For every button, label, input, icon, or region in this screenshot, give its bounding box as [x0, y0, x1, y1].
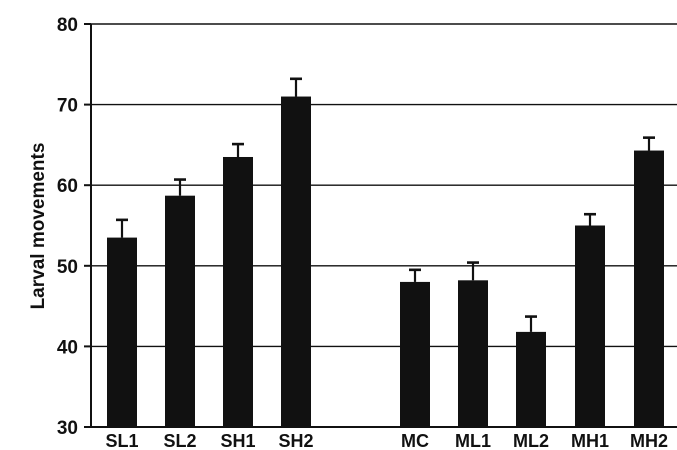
y-tick-label: 30 — [57, 418, 78, 439]
y-axis-label: Larval movements — [28, 143, 49, 310]
bar-mh2 — [634, 150, 664, 428]
bar-sl1 — [107, 237, 137, 427]
bar-mc — [400, 281, 430, 427]
x-tick-label-mh1: MH1 — [571, 431, 609, 450]
x-tick-labels: SL1 SL2 SH1 SH2 MC ML1 ML2 MH1 MH2 — [105, 431, 668, 450]
bar-ml1 — [458, 280, 488, 427]
x-tick-label-ml1: ML1 — [455, 431, 491, 450]
bar-sh1 — [223, 156, 253, 428]
bars — [107, 96, 664, 428]
y-tick-label: 80 — [57, 15, 78, 36]
error-bars — [116, 77, 655, 332]
bar-mh1 — [575, 225, 605, 427]
y-tick-label: 40 — [57, 337, 78, 358]
bar-sl2 — [165, 195, 195, 427]
x-tick-label-mc: MC — [401, 431, 429, 450]
x-tick-label-sh2: SH2 — [278, 431, 313, 450]
bar-sh2 — [281, 96, 311, 427]
x-tick-label-mh2: MH2 — [630, 431, 668, 450]
y-tick-label: 60 — [57, 176, 78, 197]
y-tick-labels: 30 40 50 60 70 80 — [57, 15, 78, 439]
x-tick-label-sl2: SL2 — [163, 431, 196, 450]
y-tick-label: 50 — [57, 257, 78, 278]
x-tick-label-sh1: SH1 — [220, 431, 255, 450]
y-tick-label: 70 — [57, 96, 78, 117]
x-tick-label-sl1: SL1 — [105, 431, 138, 450]
x-tick-label-ml2: ML2 — [513, 431, 549, 450]
bar-ml2 — [516, 331, 546, 427]
